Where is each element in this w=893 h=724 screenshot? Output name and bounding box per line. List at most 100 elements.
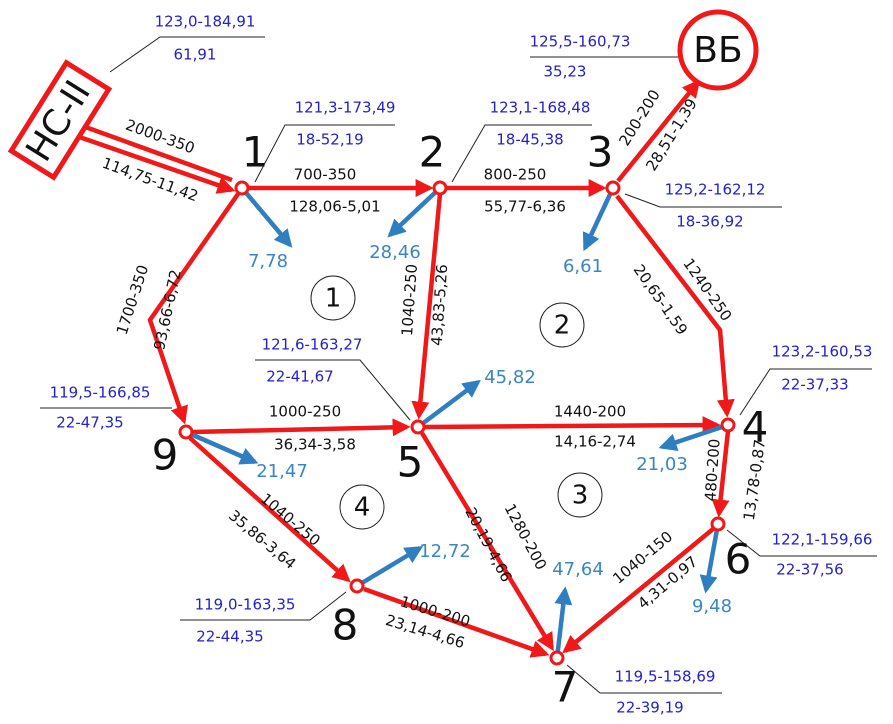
pipe-flow: 14,16-2,74	[554, 433, 636, 451]
node-extra: 61,91	[174, 46, 217, 64]
pipe	[65, 117, 233, 183]
pipe-flow: 43,83-5,26	[428, 264, 452, 347]
node-label: 5	[397, 438, 424, 487]
node-extra: 18-52,19	[296, 131, 363, 149]
node	[349, 578, 365, 594]
pipe-spec: 800-250	[484, 166, 547, 184]
pipe	[562, 527, 715, 654]
node-head: 119,5-158,69	[615, 668, 716, 686]
node-extra: 22-37,33	[781, 376, 848, 394]
ring-label: 1	[325, 284, 342, 314]
node-head: 125,2-162,12	[665, 181, 766, 199]
pipe	[616, 79, 701, 183]
pipe	[411, 193, 443, 420]
pipe-spec: 700-350	[294, 166, 357, 184]
pipe-spec: 200-200	[615, 86, 663, 149]
outflow-value: 47,64	[552, 559, 604, 580]
node	[710, 516, 726, 532]
ring-circle	[539, 302, 585, 348]
outflow-arrow	[699, 523, 721, 594]
leader-line	[726, 529, 877, 557]
node-label: 9	[152, 431, 179, 480]
pipe	[188, 436, 351, 583]
leader-line	[451, 124, 592, 183]
node-extra: 22-41,67	[266, 368, 333, 386]
node-head: 123,1-168,48	[490, 99, 591, 117]
node-extra: 35,23	[544, 63, 587, 81]
node-head: 121,6-163,27	[262, 336, 363, 354]
leader-line	[180, 591, 347, 621]
leader-line	[739, 368, 872, 416]
node	[720, 417, 736, 433]
outflow-value: 28,46	[369, 242, 421, 263]
node-head: 119,0-163,35	[195, 596, 296, 614]
outflow-value: 21,47	[256, 461, 308, 482]
outflow-value: 7,78	[248, 251, 288, 272]
node	[410, 419, 426, 435]
leader-line	[254, 124, 395, 183]
node-label: 7	[552, 663, 579, 712]
node	[234, 180, 250, 196]
node	[605, 180, 621, 196]
node-extra: 22-37,56	[776, 561, 843, 579]
pipe-spec: 1700-350	[113, 263, 152, 337]
node-label: 6	[725, 535, 752, 584]
node-head: 123,2-160,53	[772, 343, 873, 361]
pipe	[423, 416, 721, 435]
ring-circle	[310, 275, 356, 321]
node-label: 3	[587, 128, 614, 177]
outflow-arrow	[658, 422, 729, 451]
outflow-value: 6,61	[563, 256, 603, 277]
ring-circle	[557, 472, 603, 518]
outflow-arrow	[240, 186, 293, 248]
pipe-spec: 1000-250	[269, 403, 341, 421]
node-label: ВБ	[693, 30, 742, 71]
pipe	[711, 430, 731, 518]
pipe	[61, 128, 236, 194]
node-label: 1	[242, 128, 269, 177]
node-head: 121,3-173,49	[295, 99, 396, 117]
pipe	[420, 431, 554, 652]
node-label: 2	[419, 128, 446, 177]
node-head: 125,5-160,73	[530, 33, 631, 51]
pipe-flow: 20,65-1,59	[630, 261, 692, 338]
node-head: 119,5-166,85	[50, 384, 151, 402]
outflow-value: 45,82	[484, 367, 536, 388]
pipe-spec: 1440-200	[554, 403, 626, 421]
pipe	[615, 194, 735, 418]
outflow-value: 12,72	[419, 541, 471, 562]
node-head: 122,1-159,66	[772, 531, 873, 549]
pipe	[192, 418, 411, 437]
leader-line	[624, 193, 782, 208]
pump-station	[7, 59, 113, 181]
node-extra: 18-45,38	[496, 131, 563, 149]
node	[432, 180, 448, 196]
water-tower	[677, 9, 759, 91]
node-extra: 22-47,35	[56, 414, 123, 432]
leader-line	[255, 359, 411, 421]
outflow-arrow	[355, 546, 424, 588]
outflow-arrow	[554, 586, 573, 659]
outflow-value: 9,48	[692, 596, 732, 617]
pipe	[147, 192, 240, 425]
outflow-arrow	[387, 186, 442, 238]
pipe-flow: 128,06-5,01	[289, 198, 380, 216]
node-extra: 22-39,19	[616, 699, 683, 717]
ring-label: 2	[554, 311, 571, 341]
pipe-spec: 2000-350	[123, 116, 197, 158]
node	[178, 424, 194, 440]
pipe-spec: 1040-250	[398, 263, 421, 336]
leader-line	[109, 36, 265, 73]
ring-label: 4	[354, 493, 371, 523]
node	[549, 650, 565, 666]
outflow-value: 21,03	[636, 454, 688, 475]
ring-circle	[339, 484, 385, 530]
pipe-spec: 480-200	[701, 438, 723, 502]
outflow-arrow	[185, 429, 259, 465]
node-extra: 18-36,92	[676, 213, 743, 231]
outflow-arrow	[416, 379, 481, 429]
outflow-arrow	[582, 187, 616, 252]
node-label: 4	[742, 403, 769, 452]
pipe	[363, 586, 550, 658]
